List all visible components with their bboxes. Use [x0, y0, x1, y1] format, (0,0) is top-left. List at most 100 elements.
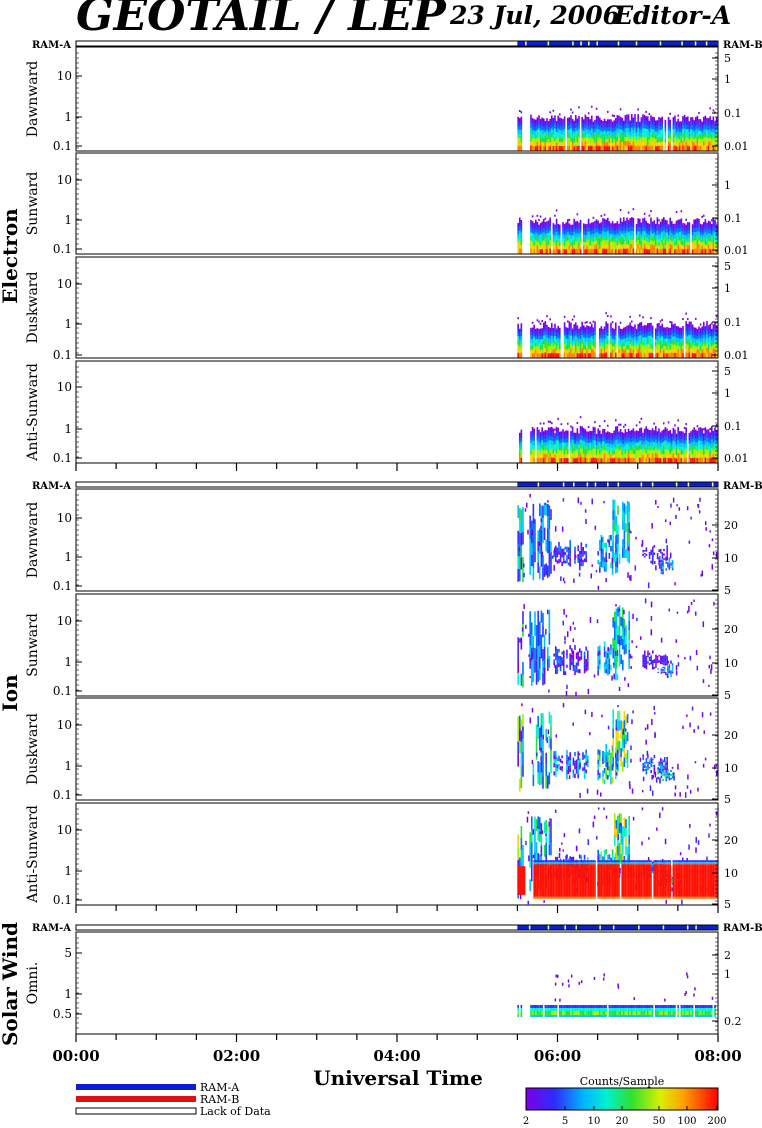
- right-tick-label: 5: [724, 260, 731, 273]
- right-tick-label: 20: [724, 729, 738, 742]
- left-tick-label: 10: [57, 511, 72, 525]
- legend-swatch-lack-of-data: [75, 1107, 197, 1115]
- x-axis-title: Universal Time: [313, 1066, 483, 1090]
- colorbar-tick-label: 50: [653, 1116, 666, 1127]
- ram-status-segment: [581, 41, 589, 46]
- left-tick-label: 0.1: [53, 579, 72, 593]
- ram-status-segment: [589, 41, 597, 46]
- left-tick-label: 1: [64, 655, 72, 669]
- left-tick-label: 0.1: [53, 788, 72, 802]
- panel-frame: [75, 488, 719, 592]
- left-tick-label: 0.5: [53, 1007, 72, 1021]
- legend-swatch-ram-b: [76, 1096, 196, 1102]
- ram-status-segment: [608, 482, 618, 487]
- date-label: 23 Jul, 2006: [449, 1, 620, 30]
- ram-status-segment: [682, 41, 695, 46]
- right-tick-label: 0.01: [724, 349, 749, 362]
- left-tick-label: 10: [57, 380, 72, 394]
- ram-status-segment: [707, 41, 718, 46]
- panel-2: 10 1 0.1 1 0.1 0.01 Sunward: [25, 152, 749, 257]
- spectrogram-data: [517, 312, 718, 358]
- ram-status-segment: [539, 482, 563, 487]
- panel-3: 10 1 0.1 5 1 0.1 0.01 Duskward: [25, 256, 749, 362]
- ram-status-segment: [565, 925, 576, 930]
- right-tick-label: 0.1: [724, 420, 742, 433]
- ram-status-segment: [517, 482, 538, 487]
- colorbar-tick-label: 200: [707, 1116, 726, 1127]
- spectrogram-data: [517, 703, 718, 798]
- right-tick-label: 1: [724, 73, 731, 86]
- left-tick-label: 0.1: [53, 242, 72, 256]
- left-tick-label: 5: [64, 946, 72, 960]
- left-tick-label: 1: [64, 864, 72, 878]
- right-tick-label: 1: [724, 179, 731, 192]
- right-tick-label: 0.1: [724, 107, 742, 120]
- ram-b-label: RAM-B: [723, 481, 762, 492]
- left-tick-label: 10: [57, 277, 72, 291]
- right-tick-label: 1: [724, 387, 731, 400]
- right-tick-label: 0.1: [724, 212, 742, 225]
- ram-status-segment: [596, 482, 608, 487]
- right-tick-label: 5: [724, 584, 731, 597]
- ram-status-segment: [664, 925, 687, 930]
- ram-status-segment: [661, 41, 682, 46]
- right-tick-label: 20: [724, 834, 738, 847]
- ram-status-segment: [597, 41, 618, 46]
- right-tick-label: 0.01: [724, 452, 749, 465]
- left-tick-label: 0.1: [53, 348, 72, 362]
- ram-status-segment: [549, 41, 573, 46]
- right-tick-label: 5: [724, 689, 731, 702]
- ram-status-segment: [696, 925, 718, 930]
- left-tick-label: 10: [57, 614, 72, 628]
- left-tick-label: 1: [64, 422, 72, 436]
- left-tick-label: 1: [64, 550, 72, 564]
- left-tick-label: 1: [64, 213, 72, 227]
- ram-status-segment: [517, 925, 529, 930]
- left-tick-label: 10: [57, 718, 72, 732]
- ram-status-segment: [588, 482, 595, 487]
- ram-status-segment: [564, 482, 574, 487]
- panel-5: 10 1 0.1 20 10 5 Dawnward: [25, 488, 738, 597]
- right-tick-label: 1: [724, 282, 731, 295]
- left-tick-label: 10: [57, 173, 72, 187]
- panel-label: Dawnward: [25, 61, 41, 138]
- left-tick-label: 1: [64, 987, 72, 1001]
- ram-status-segment: [637, 41, 660, 46]
- colorbar-tick-label: 100: [677, 1116, 696, 1127]
- spectrogram-data: [517, 208, 718, 254]
- ram-a-label: RAM-A: [32, 40, 71, 51]
- ram-status-segment: [614, 925, 639, 930]
- spectrogram-data: [518, 416, 718, 463]
- panel-label: Sunward: [25, 613, 41, 677]
- x-tick-label: 08:00: [694, 1047, 741, 1065]
- ram-status-segment: [517, 41, 526, 46]
- panel-6: 10 1 0.1 20 10 5 Sunward: [25, 593, 738, 702]
- ram-status-segment: [619, 41, 636, 46]
- left-tick-label: 0.1: [53, 139, 72, 153]
- ram-b-label: RAM-B: [723, 40, 762, 51]
- legend-label-ram-b: RAM-B: [200, 1093, 239, 1106]
- panel-label: Duskward: [25, 713, 41, 785]
- left-tick-label: 1: [64, 759, 72, 773]
- legend-label-ram-a: RAM-A: [200, 1081, 240, 1094]
- right-tick-label: 20: [724, 623, 738, 636]
- left-tick-label: 1: [64, 317, 72, 331]
- species-label-ion: Ion: [0, 674, 22, 712]
- ram-b-label: RAM-B: [723, 923, 762, 934]
- ram-status-segment: [688, 925, 696, 930]
- ram-status-segment: [600, 925, 613, 930]
- panel-frame: [75, 931, 719, 1035]
- x-tick-label: 04:00: [373, 1047, 420, 1065]
- right-tick-label: 10: [724, 762, 738, 775]
- left-tick-label: 0.1: [53, 684, 72, 698]
- ram-status-segment: [642, 482, 652, 487]
- panel-9: 5 1 0.5 2 1 0.2 Omni.: [25, 931, 742, 1035]
- right-tick-label: 10: [724, 867, 738, 880]
- species-label-electron: Electron: [0, 208, 22, 304]
- colorbar-tick-label: 5: [562, 1116, 568, 1127]
- legend-label-lack-of-data: Lack of Data: [200, 1105, 271, 1118]
- spectrogram-data: [517, 972, 716, 1017]
- right-tick-label: 20: [724, 519, 738, 532]
- colorbar-tick-label: 10: [588, 1116, 601, 1127]
